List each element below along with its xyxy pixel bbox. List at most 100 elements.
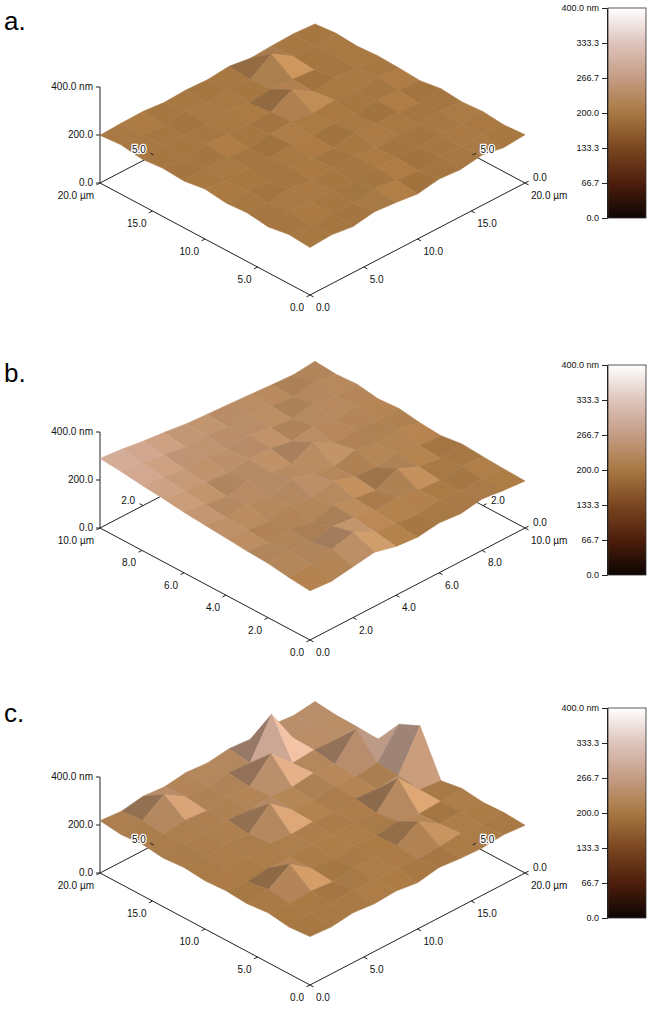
x-tick bbox=[396, 595, 400, 597]
colorbar-tick: 333.3 bbox=[576, 395, 607, 405]
colorbar-tick: 333.3 bbox=[576, 738, 607, 748]
y-tick-label: 2.0 bbox=[248, 625, 262, 636]
x-tick-label: 15.0 bbox=[477, 908, 497, 919]
colorbar-tick-label: 266.7 bbox=[576, 73, 599, 83]
colorbar-axis-line bbox=[602, 366, 608, 576]
y-tick-label: 15.0 bbox=[127, 218, 147, 229]
y-axis-line bbox=[100, 183, 310, 295]
colorbar-tick: 133.3 bbox=[576, 843, 607, 853]
surface-cell bbox=[289, 913, 332, 937]
y-tick-label: 10.0 bbox=[180, 246, 200, 257]
back-x-tick bbox=[139, 504, 143, 506]
colorbar bbox=[608, 365, 646, 575]
back-y-tick-label: 5.0 bbox=[480, 144, 494, 155]
colorbar-tick: 133.3 bbox=[576, 143, 607, 153]
back-y-tick-label: 2.0 bbox=[491, 495, 505, 506]
x-tick-label: 8.0 bbox=[488, 557, 502, 568]
colorbar-tick-mark bbox=[602, 540, 607, 541]
y-axis-line bbox=[100, 873, 310, 985]
colorbar-tick: 0.0 bbox=[586, 913, 607, 923]
y-tick-label: 10.0 µm bbox=[58, 535, 94, 546]
colorbar-tick-mark bbox=[602, 575, 607, 576]
y-tick-label: 0.0 bbox=[290, 647, 304, 658]
x-tick bbox=[353, 618, 357, 620]
x-axis-line bbox=[310, 528, 525, 640]
x-axis-line bbox=[310, 183, 525, 295]
colorbar-tick-mark bbox=[602, 743, 607, 744]
colorbar-tick: 400.0 nm bbox=[561, 3, 607, 13]
colorbar-tick-mark bbox=[602, 918, 607, 919]
y-tick bbox=[180, 573, 184, 575]
colorbar-tick: 200.0 bbox=[576, 108, 607, 118]
colorbar bbox=[608, 8, 646, 218]
x-tick-label: 0.0 bbox=[316, 302, 330, 313]
z-tick-label: 0.0 bbox=[79, 522, 93, 533]
x-tick bbox=[364, 267, 368, 269]
back-y-tick-label: 5.0 bbox=[480, 834, 494, 845]
z-tick bbox=[96, 183, 100, 184]
surface-cell bbox=[377, 779, 420, 822]
z-tick bbox=[96, 135, 100, 136]
panel: 0.02.04.06.08.010.0 µm0.02.04.06.08.010.… bbox=[4, 358, 646, 658]
x-tick bbox=[439, 573, 443, 575]
y-tick bbox=[96, 528, 100, 530]
back-y-tick bbox=[473, 843, 477, 845]
back-x-tick bbox=[150, 153, 154, 155]
colorbar-tick-label: 133.3 bbox=[576, 143, 599, 153]
colorbar-tick-label: 66.7 bbox=[581, 535, 599, 545]
colorbar-tick-label: 0.0 bbox=[586, 913, 599, 923]
panel: 0.05.010.015.020.0 µm0.05.010.015.020.0 … bbox=[4, 698, 646, 1003]
x-tick-label: 10.0 bbox=[424, 936, 444, 947]
surface-cell bbox=[289, 226, 332, 247]
y-tick bbox=[254, 957, 258, 959]
x-tick-label: 0.0 bbox=[316, 647, 330, 658]
y-tick-label: 0.0 bbox=[290, 302, 304, 313]
colorbar-tick-label: 133.3 bbox=[576, 500, 599, 510]
colorbar-tick-label: 66.7 bbox=[581, 878, 599, 888]
back-x-tick-label: 2.0 bbox=[121, 495, 135, 506]
y-tick-label: 8.0 bbox=[122, 557, 136, 568]
x-tick-label: 5.0 bbox=[370, 274, 384, 285]
colorbar-tick: 66.7 bbox=[581, 535, 607, 545]
back-y-tick-label: 0.0 bbox=[533, 862, 547, 873]
surface bbox=[100, 701, 525, 936]
y-tick-label: 10.0 bbox=[180, 936, 200, 947]
y-tick bbox=[222, 595, 226, 597]
panel-label: b. bbox=[4, 358, 26, 388]
colorbar-tick-label: 400.0 nm bbox=[561, 3, 599, 13]
x-tick-label: 10.0 µm bbox=[531, 535, 567, 546]
y-tick bbox=[306, 295, 310, 297]
z-tick-label: 200.0 bbox=[68, 474, 93, 485]
surface-cell bbox=[289, 565, 332, 591]
y-tick-label: 20.0 µm bbox=[58, 880, 94, 891]
z-tick bbox=[96, 825, 100, 826]
x-tick-label: 4.0 bbox=[402, 602, 416, 613]
x-tick-label: 0.0 bbox=[316, 992, 330, 1003]
colorbar-tick-label: 200.0 bbox=[576, 808, 599, 818]
x-tick bbox=[364, 957, 368, 959]
y-tick-label: 15.0 bbox=[127, 908, 147, 919]
colorbar-tick-label: 200.0 bbox=[576, 108, 599, 118]
z-tick-label: 400.0 nm bbox=[51, 771, 93, 782]
x-tick-label: 5.0 bbox=[370, 964, 384, 975]
x-tick bbox=[418, 929, 422, 931]
colorbar-tick-mark bbox=[602, 78, 607, 79]
colorbar-axis: 0.066.7133.3200.0266.7333.3400.0 nm bbox=[561, 360, 607, 580]
y-tick-label: 20.0 µm bbox=[58, 190, 94, 201]
colorbar-tick-label: 133.3 bbox=[576, 843, 599, 853]
colorbar-axis: 0.066.7133.3200.0266.7333.3400.0 nm bbox=[561, 703, 607, 923]
x-tick bbox=[471, 211, 475, 213]
y-axis-line bbox=[100, 528, 310, 640]
z-tick bbox=[96, 87, 100, 88]
y-tick-label: 6.0 bbox=[164, 580, 178, 591]
colorbar-tick-mark bbox=[602, 365, 607, 366]
back-x-tick-label: 5.0 bbox=[132, 834, 146, 845]
colorbar-tick: 400.0 nm bbox=[561, 703, 607, 713]
x-tick bbox=[471, 901, 475, 903]
x-tick-label: 2.0 bbox=[359, 625, 373, 636]
colorbar-tick-mark bbox=[602, 113, 607, 114]
x-axis-line bbox=[310, 873, 525, 985]
back-y-tick bbox=[473, 153, 477, 155]
colorbar-tick-mark bbox=[602, 8, 607, 9]
z-tick-label: 200.0 bbox=[68, 819, 93, 830]
